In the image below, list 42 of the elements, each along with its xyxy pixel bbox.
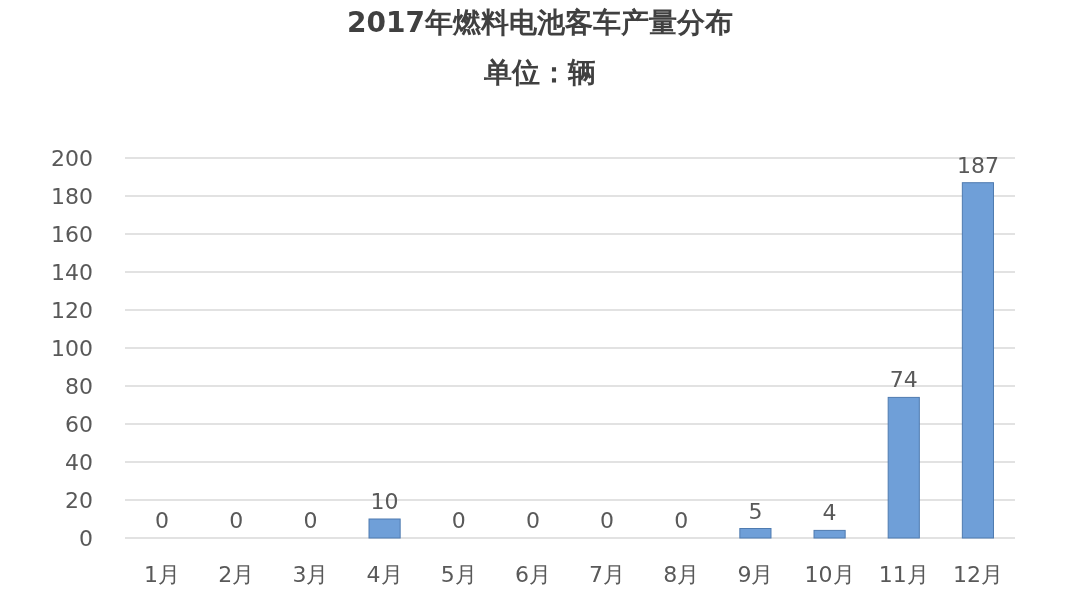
x-tick-label: 12月 (952, 562, 1003, 587)
data-label: 74 (889, 367, 918, 393)
data-label: 0 (155, 508, 170, 533)
y-tick-label: 0 (79, 526, 93, 551)
chart-title: 2017年燃料电池客车产量分布 (347, 6, 733, 39)
y-tick-label: 140 (51, 260, 93, 285)
bar (739, 528, 772, 539)
data-label: 0 (674, 508, 689, 533)
x-tick-label: 4月 (366, 562, 403, 587)
bar (813, 529, 846, 539)
data-label: 10 (370, 489, 399, 514)
data-label: 5 (748, 498, 763, 524)
data-label: 0 (525, 508, 540, 533)
y-tick-label: 200 (51, 146, 93, 171)
x-tick-label: 2月 (218, 562, 255, 587)
data-label: 0 (229, 508, 244, 533)
x-tick-label: 6月 (514, 562, 551, 587)
y-tick-label: 80 (65, 374, 93, 399)
x-tick-label: 9月 (737, 562, 774, 587)
y-tick-label: 120 (51, 298, 93, 323)
chart-subtitle: 单位：辆 (483, 56, 596, 89)
data-label: 0 (451, 508, 466, 533)
data-label: 0 (600, 508, 615, 533)
x-tick-label: 10月 (804, 562, 855, 587)
x-tick-label: 11月 (878, 562, 929, 587)
x-tick-label: 8月 (663, 562, 700, 587)
bar (887, 396, 920, 539)
y-tick-label: 40 (65, 450, 93, 475)
data-label: 0 (303, 508, 318, 533)
bar (961, 182, 994, 539)
y-tick-label: 180 (51, 184, 93, 209)
data-label: 4 (822, 500, 837, 526)
data-label: 187 (956, 152, 999, 178)
y-tick-label: 60 (65, 412, 93, 437)
x-tick-label: 5月 (440, 562, 477, 587)
x-tick-label: 7月 (589, 562, 626, 587)
x-tick-label: 3月 (292, 562, 329, 587)
x-tick-label: 1月 (144, 562, 181, 587)
y-tick-label: 100 (51, 336, 93, 361)
y-tick-label: 20 (65, 488, 93, 513)
y-tick-label: 160 (51, 222, 93, 247)
bar (368, 518, 401, 539)
